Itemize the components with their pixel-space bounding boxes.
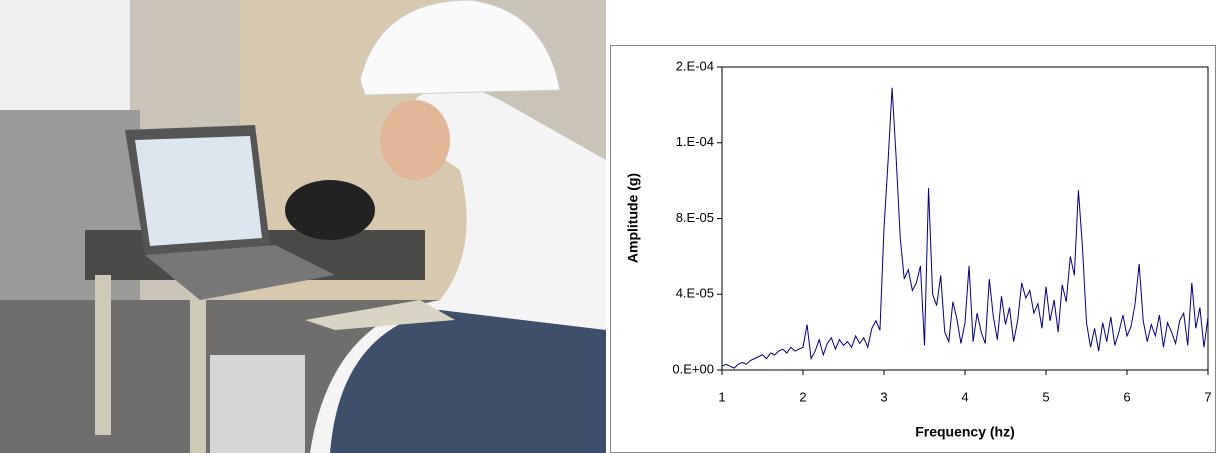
table-leg (95, 275, 111, 435)
x-axis-title: Frequency (hz) (915, 424, 1015, 440)
y-tick-label: 0.E+00 (672, 361, 714, 376)
cables (285, 180, 375, 240)
page: {"chart_data": {"type": "line", "x_label… (0, 0, 1216, 453)
window (0, 0, 130, 120)
instrument-box (210, 355, 305, 453)
x-tick-label: 4 (961, 389, 968, 404)
x-tick-label: 1 (718, 389, 725, 404)
x-tick-label: 2 (799, 389, 806, 404)
y-tick-label: 1.E-04 (676, 134, 714, 149)
x-tick-label: 3 (880, 389, 887, 404)
x-tick-label: 5 (1042, 389, 1049, 404)
y-tick-label: 8.E-05 (676, 210, 714, 225)
laptop-display (135, 136, 262, 246)
y-tick-label: 4.E-05 (676, 286, 714, 301)
face (380, 100, 450, 180)
figure: Frequency (hz) Amplitude (g) 0.E+00 4.E-0… (0, 0, 1216, 453)
x-tick-label: 6 (1123, 389, 1130, 404)
table-leg (190, 285, 206, 453)
y-axis-title: Amplitude (g) (625, 173, 641, 263)
y-tick-label: 2.E-04 (676, 58, 714, 73)
photo (0, 0, 606, 453)
x-tick-label: 7 (1204, 389, 1211, 404)
